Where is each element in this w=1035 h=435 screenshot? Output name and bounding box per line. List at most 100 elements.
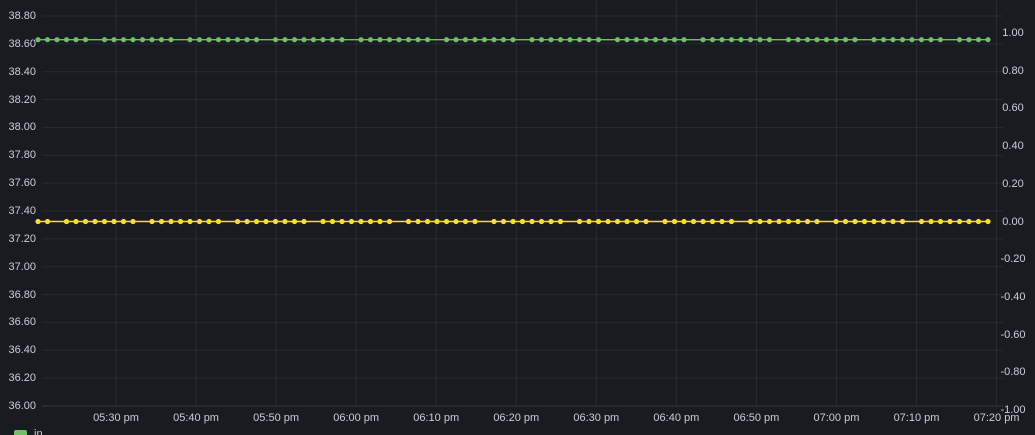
- series-point: [985, 37, 991, 43]
- series-point: [975, 37, 982, 43]
- y-axis-right-tick-label: 1.00: [1002, 27, 1024, 39]
- series-point: [956, 37, 963, 43]
- series-point: [301, 37, 307, 43]
- series-point: [909, 37, 915, 43]
- series-point: [462, 218, 469, 225]
- series-point: [101, 37, 108, 43]
- series-point: [671, 218, 678, 225]
- series-point: [282, 218, 288, 225]
- series-point: [899, 37, 906, 43]
- series-point: [168, 218, 174, 225]
- series-point: [63, 37, 70, 43]
- y-axis-left-tick-label: 37.80: [8, 149, 36, 162]
- series-point: [187, 37, 193, 43]
- series-point: [595, 218, 602, 225]
- series-point: [386, 37, 393, 43]
- series-point: [681, 37, 687, 43]
- series-point: [747, 218, 754, 225]
- series-point: [405, 37, 412, 43]
- series-point: [415, 37, 421, 43]
- series-point: [82, 37, 89, 43]
- x-axis-tick-label: 05:40 pm: [173, 412, 219, 424]
- series-point: [662, 37, 668, 43]
- series-point: [709, 37, 716, 43]
- y-axis-left-tick-label: 38.60: [8, 37, 36, 50]
- series-point: [890, 37, 896, 43]
- series-point: [149, 218, 155, 225]
- series-point: [643, 37, 649, 43]
- series-point: [814, 218, 820, 225]
- series-point: [852, 218, 858, 225]
- legend-item-in[interactable]: in: [34, 428, 43, 435]
- series-point: [320, 218, 326, 225]
- series-point: [481, 37, 488, 43]
- series-point: [785, 37, 792, 43]
- series-point: [728, 37, 735, 43]
- series-point: [624, 218, 630, 225]
- legend-swatch-in[interactable]: [14, 430, 27, 435]
- series-point: [253, 37, 260, 43]
- series-point: [614, 218, 621, 225]
- series-point: [880, 37, 887, 43]
- series-point: [44, 37, 51, 43]
- series-point: [833, 37, 839, 43]
- series-point: [595, 37, 602, 43]
- series-point: [890, 218, 896, 225]
- series-point: [586, 37, 592, 43]
- series-point: [852, 37, 858, 43]
- x-axis-tick-label: 06:40 pm: [653, 412, 700, 424]
- series-point: [557, 218, 564, 225]
- series-point: [548, 218, 554, 225]
- y-axis-left-tick-label: 38.80: [8, 10, 36, 22]
- y-axis-right-tick-label: -0.20: [1000, 253, 1026, 266]
- series-point: [795, 218, 801, 225]
- y-axis-left-tick-label: 38.40: [8, 65, 36, 78]
- series-point: [44, 218, 51, 225]
- series-point: [329, 218, 336, 225]
- y-axis-right-tick-label: -0.80: [1000, 366, 1026, 379]
- series-point: [842, 218, 849, 225]
- series-point: [842, 37, 849, 43]
- series-point: [605, 218, 611, 225]
- series-point: [377, 218, 383, 225]
- series-point: [538, 218, 545, 225]
- series-point: [823, 37, 830, 43]
- series-point: [795, 37, 801, 43]
- series-point: [538, 37, 545, 43]
- x-axis-tick-label: 06:00 pm: [333, 412, 380, 424]
- series-point: [405, 218, 412, 225]
- y-axis-right-tick-label: -1.00: [1000, 404, 1026, 416]
- series-point: [918, 37, 925, 43]
- series-point: [633, 218, 640, 225]
- series-point: [700, 37, 706, 43]
- series-point: [396, 37, 402, 43]
- series-point: [130, 37, 136, 43]
- y-axis-left-tick-label: 38.20: [8, 93, 36, 106]
- series-point: [130, 218, 136, 225]
- series-point: [966, 37, 972, 43]
- series-point: [215, 37, 222, 43]
- y-axis-left-tick-label: 36.60: [8, 316, 36, 329]
- x-axis-tick-label: 06:10 pm: [413, 412, 460, 424]
- series-point: [937, 218, 944, 225]
- series-point: [529, 37, 535, 43]
- series-point: [339, 37, 345, 43]
- series-point: [377, 37, 383, 43]
- series-point: [234, 218, 241, 225]
- series-point: [196, 218, 203, 225]
- series-point: [158, 218, 165, 225]
- series-point: [367, 218, 374, 225]
- y-axis-left-tick-label: 37.20: [8, 232, 36, 245]
- x-axis-tick-label: 05:50 pm: [253, 412, 300, 424]
- series-point: [624, 37, 630, 43]
- series-point: [928, 218, 934, 225]
- series-point: [111, 37, 117, 43]
- series-point: [472, 37, 478, 43]
- series-point: [928, 37, 934, 43]
- y-axis-left-tick-label: 38.00: [8, 121, 36, 134]
- series-point: [947, 218, 953, 225]
- y-axis-left-tick-label: 36.20: [8, 372, 36, 385]
- series-point: [776, 218, 782, 225]
- series-point: [662, 218, 668, 225]
